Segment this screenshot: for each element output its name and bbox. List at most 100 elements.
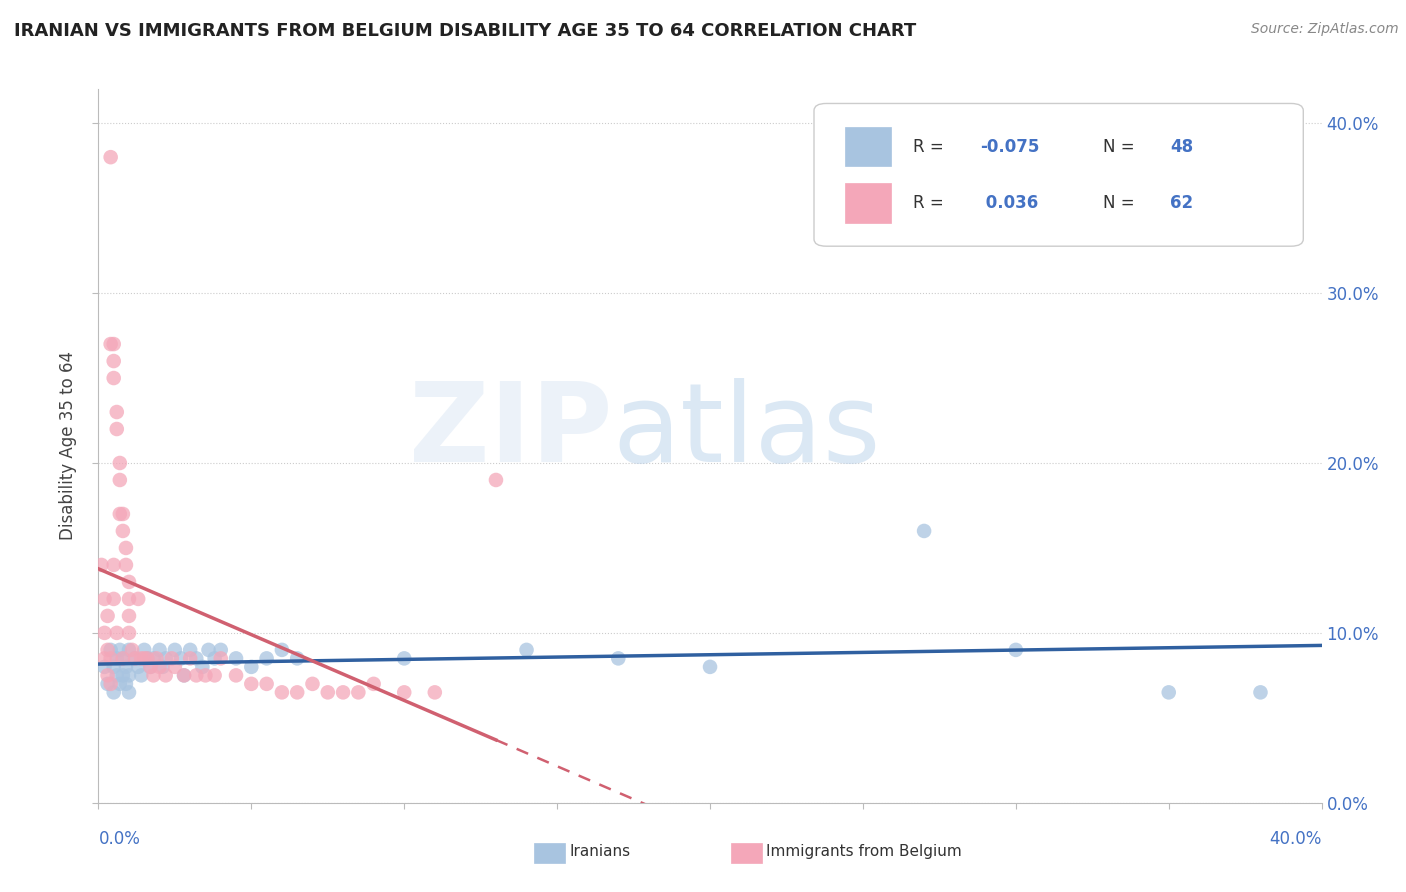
Point	[118, 574, 141, 589]
Point	[108, 456, 131, 470]
Point	[136, 651, 159, 665]
Text: N =: N =	[1102, 194, 1139, 212]
Point	[485, 473, 508, 487]
Point	[103, 337, 125, 351]
Point	[127, 660, 149, 674]
Point	[100, 150, 122, 164]
Point	[100, 337, 122, 351]
Point	[97, 608, 120, 623]
Point	[108, 677, 131, 691]
Point	[209, 651, 232, 665]
Point	[111, 651, 134, 665]
Point	[173, 668, 195, 682]
Point	[108, 643, 131, 657]
Point	[105, 651, 128, 665]
Point	[134, 643, 156, 657]
Point	[186, 668, 208, 682]
Point	[285, 685, 308, 699]
Point	[111, 651, 134, 665]
Point	[209, 643, 232, 657]
Text: R =: R =	[912, 137, 949, 155]
Point	[118, 668, 141, 682]
Point	[108, 507, 131, 521]
Text: 62: 62	[1170, 194, 1194, 212]
Point	[105, 626, 128, 640]
Point	[93, 651, 115, 665]
Point	[97, 677, 120, 691]
Text: -0.075: -0.075	[980, 137, 1039, 155]
Text: 0.0%: 0.0%	[98, 830, 141, 847]
Point	[103, 354, 125, 368]
Point	[103, 685, 125, 699]
Point	[256, 677, 278, 691]
Point	[103, 558, 125, 572]
Point	[194, 668, 217, 682]
Bar	[845, 184, 891, 223]
Point	[240, 660, 263, 674]
Point	[118, 608, 141, 623]
Point	[90, 558, 112, 572]
Text: 0.036: 0.036	[980, 194, 1039, 212]
Point	[103, 371, 125, 385]
Point	[118, 626, 141, 640]
Point	[97, 668, 120, 682]
Text: N =: N =	[1102, 137, 1139, 155]
Point	[392, 685, 416, 699]
Point	[103, 591, 125, 606]
Point	[191, 660, 214, 674]
Point	[115, 558, 138, 572]
Point	[1249, 685, 1271, 699]
Point	[111, 524, 134, 538]
Point	[100, 677, 122, 691]
Point	[145, 651, 167, 665]
Point	[179, 651, 201, 665]
Point	[392, 651, 416, 665]
Point	[160, 651, 183, 665]
Text: IRANIAN VS IMMIGRANTS FROM BELGIUM DISABILITY AGE 35 TO 64 CORRELATION CHART: IRANIAN VS IMMIGRANTS FROM BELGIUM DISAB…	[14, 22, 917, 40]
Point	[118, 591, 141, 606]
Point	[115, 541, 138, 555]
Point	[204, 651, 226, 665]
Point	[105, 668, 128, 682]
Point	[93, 591, 115, 606]
Point	[186, 651, 208, 665]
Point	[155, 651, 177, 665]
Point	[118, 643, 141, 657]
Point	[170, 651, 193, 665]
Point	[332, 685, 354, 699]
Point	[97, 643, 120, 657]
Point	[124, 651, 146, 665]
Point	[285, 651, 308, 665]
Point	[1004, 643, 1026, 657]
Point	[149, 660, 172, 674]
Point	[103, 660, 125, 674]
Point	[127, 591, 149, 606]
Point	[108, 473, 131, 487]
Point	[136, 651, 159, 665]
Point	[240, 677, 263, 691]
Text: R =: R =	[912, 194, 949, 212]
Point	[139, 660, 162, 674]
Text: atlas: atlas	[612, 378, 880, 485]
FancyBboxPatch shape	[814, 103, 1303, 246]
Text: Iranians: Iranians	[569, 845, 630, 859]
Point	[124, 651, 146, 665]
Point	[347, 685, 370, 699]
Point	[139, 660, 162, 674]
Point	[225, 651, 247, 665]
Point	[100, 643, 122, 657]
Point	[197, 643, 219, 657]
Point	[423, 685, 446, 699]
Point	[912, 524, 935, 538]
Point	[118, 685, 141, 699]
Point	[111, 668, 134, 682]
Point	[93, 626, 115, 640]
Point	[163, 660, 186, 674]
Point	[142, 651, 165, 665]
Point	[115, 677, 138, 691]
Point	[115, 660, 138, 674]
Text: ZIP: ZIP	[409, 378, 612, 485]
Point	[270, 685, 292, 699]
Point	[155, 668, 177, 682]
Point	[316, 685, 339, 699]
